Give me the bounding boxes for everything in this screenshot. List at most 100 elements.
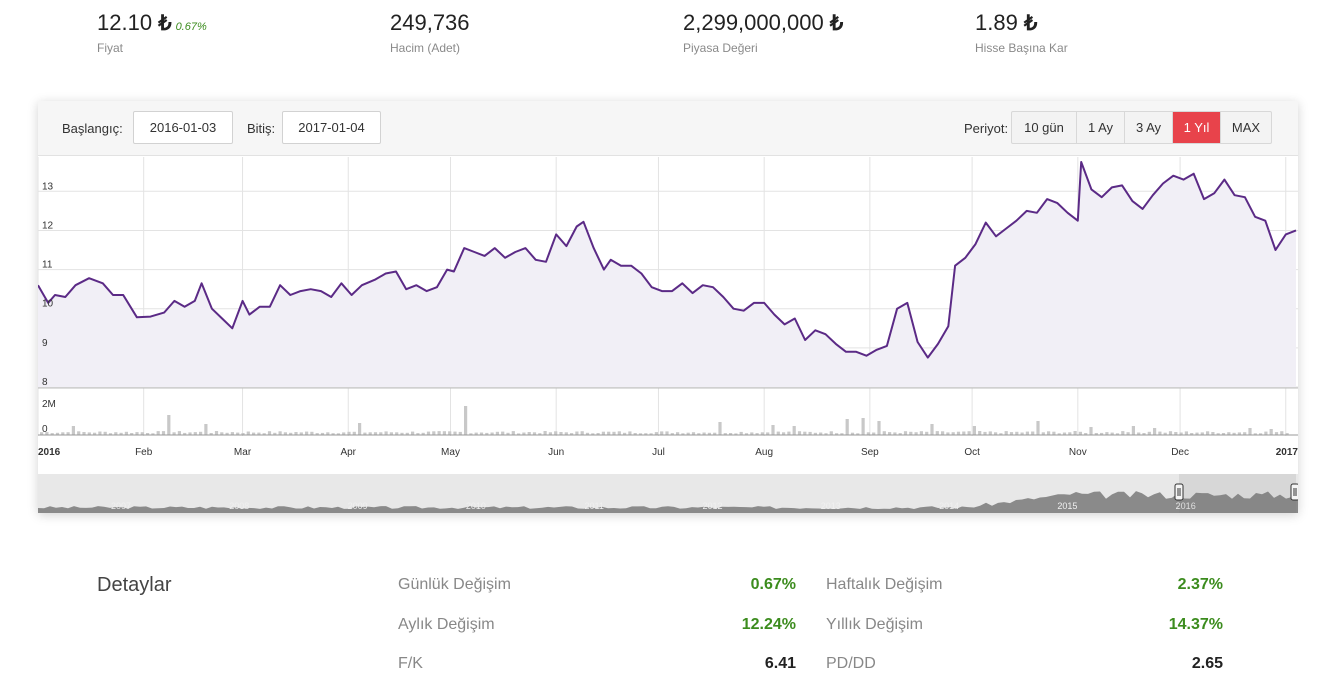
volume-bar (1184, 431, 1188, 435)
navigator-year-label: 2012 (702, 501, 722, 511)
volume-bar (962, 431, 966, 435)
volume-bar (522, 432, 526, 435)
volume-bar (1232, 432, 1236, 435)
volume-bar (183, 432, 187, 435)
y-tick-label: 8 (42, 377, 48, 388)
volume-bar (1237, 432, 1241, 435)
volume-bar (856, 433, 860, 435)
volume-bar (220, 432, 224, 435)
volume-bar (130, 433, 134, 435)
period-1-month-button[interactable]: 1 Ay (1077, 112, 1125, 143)
price-area (38, 162, 1296, 387)
volume-bar (225, 432, 229, 435)
volume-bar (379, 432, 383, 435)
volume-bar (744, 433, 749, 435)
volume-bar (570, 433, 574, 435)
volume-bar (299, 432, 303, 435)
volume-bar (273, 432, 277, 435)
navigator-right-handle[interactable] (1290, 483, 1298, 501)
volume-bar (1084, 433, 1088, 435)
volume-bar (697, 433, 701, 435)
volume-bar (1227, 432, 1231, 435)
volume-bar (617, 431, 621, 435)
volume-bar (1221, 433, 1226, 435)
volume-bar (1052, 431, 1056, 435)
pb-ratio-value: 2.65 (1191, 655, 1223, 672)
volume-bar (723, 433, 727, 435)
volume-bar (877, 421, 881, 435)
volume-bar (718, 422, 722, 435)
period-1-year-button[interactable]: 1 Yıl (1173, 112, 1221, 143)
volume-bar (660, 431, 664, 435)
volume-bar (1047, 431, 1051, 435)
weekly-change-label: Haftalık Değişim (826, 576, 943, 593)
volume-bar (691, 432, 696, 435)
volume-bar (156, 431, 160, 435)
volume-bar (400, 432, 404, 435)
volume-min-label: 0 (42, 424, 48, 435)
navigator-left-handle[interactable] (1174, 483, 1184, 501)
volume-bar (262, 433, 266, 435)
volume-bar (108, 433, 113, 435)
x-tick-label: Jul (652, 447, 665, 458)
volume-bar (1211, 432, 1215, 435)
volume-bar (713, 432, 717, 435)
volume-bar (511, 431, 515, 435)
volume-bars: 2M 0 (38, 399, 1298, 436)
volume-bar (649, 433, 653, 435)
volume-bar (416, 433, 420, 435)
stat-eps-value: 1.89 ₺ (975, 10, 1068, 36)
volume-bar (289, 432, 293, 435)
volume-bar (405, 432, 409, 435)
y-tick-label: 10 (42, 299, 54, 310)
volume-bar (1243, 432, 1247, 435)
volume-bar (585, 432, 590, 435)
yearly-change-value: 14.37% (1168, 616, 1223, 633)
x-tick-label: Oct (964, 447, 980, 458)
period-10-days-button[interactable]: 10 gün (1012, 112, 1077, 143)
volume-value: 249,736 (390, 10, 470, 35)
period-max-button[interactable]: MAX (1231, 120, 1261, 135)
y-tick-label: 12 (42, 220, 54, 231)
volume-bar (925, 431, 929, 435)
volume-bar (474, 432, 478, 435)
volume-bar (278, 431, 282, 435)
market-cap-value: 2,299,000,000 (683, 10, 824, 35)
volume-bar (199, 431, 203, 435)
volume-bar (1174, 432, 1178, 435)
x-tick-label: Jun (548, 447, 564, 458)
volume-bar (702, 432, 706, 435)
volume-bar (739, 431, 743, 435)
volume-bar (676, 432, 680, 435)
volume-bar (797, 431, 802, 435)
volume-bar (1168, 431, 1173, 435)
volume-bar (734, 433, 738, 435)
volume-bar (448, 431, 452, 435)
x-tick-label: May (441, 447, 460, 458)
volume-bar (559, 432, 563, 435)
y-axis: 8 9 10 11 12 13 (42, 181, 54, 388)
volume-bar (575, 431, 579, 435)
volume-bar (1025, 431, 1029, 435)
volume-bar (241, 433, 245, 435)
volume-bar (888, 432, 892, 435)
volume-bar (326, 432, 330, 435)
navigator[interactable]: 2007 2008 2009 2010 2011 2012 2013 2014 2015 2016 (38, 474, 1298, 513)
volume-bar (506, 432, 510, 435)
end-date-input[interactable]: 2017-01-04 (282, 111, 381, 144)
volume-bar (1264, 431, 1268, 435)
daily-change-value: 0.67% (750, 576, 796, 593)
x-tick-label: Dec (1171, 447, 1189, 458)
price-chart[interactable]: 8 9 10 11 12 13 2M 0 2016 Feb Mar Apr May Jun Jul Aug… (38, 157, 1298, 513)
volume-bar (782, 432, 786, 435)
volume-bar (310, 431, 314, 435)
volume-bar (246, 431, 250, 435)
volume-bar (119, 432, 123, 435)
start-date-input[interactable]: 2016-01-03 (133, 111, 233, 144)
volume-bar (336, 433, 340, 435)
volume-bar (1147, 431, 1151, 435)
volume-bar (882, 431, 886, 435)
volume-bar (358, 423, 362, 435)
period-3-months-button[interactable]: 3 Ay (1125, 112, 1173, 143)
price-line (38, 161, 1297, 359)
